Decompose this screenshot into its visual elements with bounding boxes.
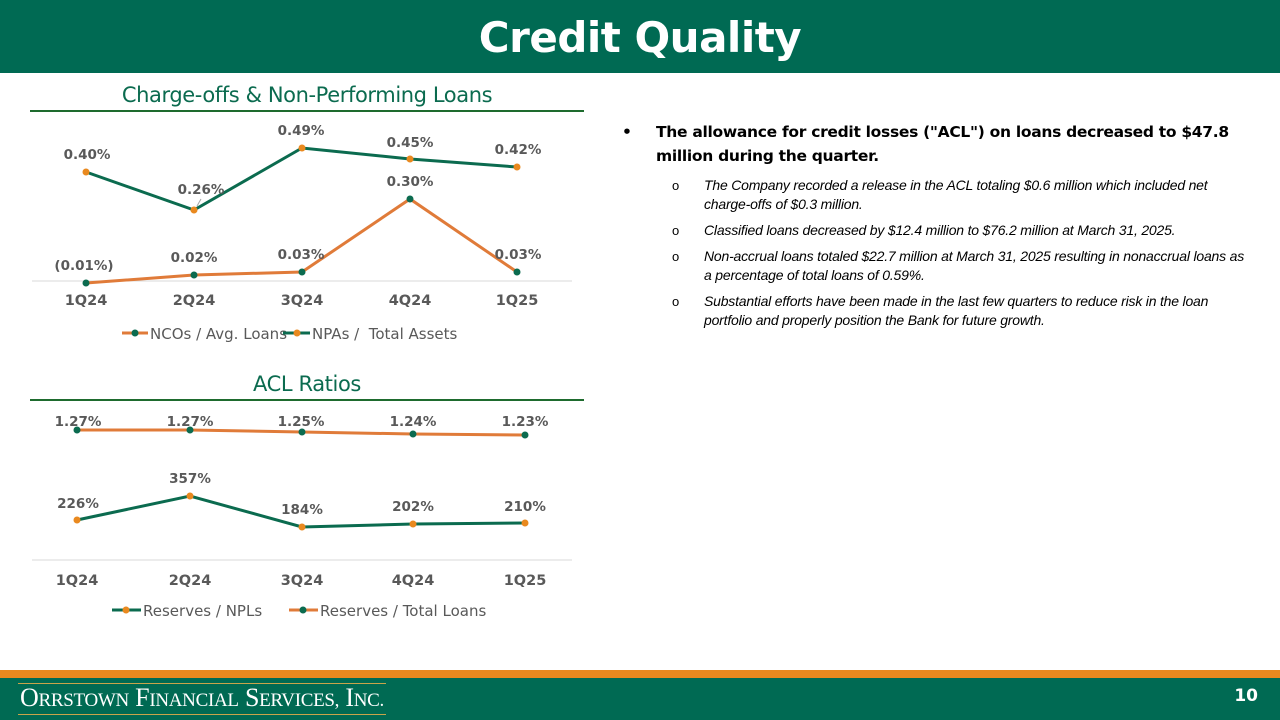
circle-bullet-icon: o xyxy=(672,223,680,238)
series-reserves-total-loans-markers xyxy=(73,426,529,439)
x-tick-label: 3Q24 xyxy=(281,573,324,589)
chart-title-rule xyxy=(30,110,584,112)
circle-bullet-icon: o xyxy=(672,249,680,264)
data-label: 1.25% xyxy=(278,414,325,430)
data-label-leader xyxy=(196,198,202,207)
legend-item-npas: NPAs / Total Assets xyxy=(283,325,458,343)
sub-bullet: o Substantial efforts have been made in … xyxy=(622,292,1252,330)
data-label: 1.24% xyxy=(390,414,437,430)
main-bullet-text: The allowance for credit losses ("ACL") … xyxy=(656,123,1229,165)
chart-acl-header: ACL Ratios xyxy=(30,369,584,401)
data-label: 357% xyxy=(169,471,211,487)
sub-bullet: o Classified loans decreased by $12.4 mi… xyxy=(622,221,1252,240)
data-label: 0.40% xyxy=(64,147,111,163)
bullet-icon: • xyxy=(622,123,632,141)
x-tick-label: 4Q24 xyxy=(392,573,435,589)
data-label: 202% xyxy=(392,499,434,515)
data-label: 0.03% xyxy=(278,247,325,263)
circle-bullet-icon: o xyxy=(672,294,680,309)
sub-bullet-text: Classified loans decreased by $12.4 mill… xyxy=(704,222,1176,238)
legend-item-ncos: NCOs / Avg. Loans xyxy=(122,325,287,343)
sub-bullet: o Non-accrual loans totaled $22.7 millio… xyxy=(622,247,1252,285)
legend-label: NCOs / Avg. Loans xyxy=(150,325,287,343)
legend-item-reserves-total-loans: Reserves / Total Loans xyxy=(289,602,486,620)
data-label: 226% xyxy=(57,496,99,512)
data-label: (0.01%) xyxy=(54,258,113,274)
legend-label: Reserves / NPLs xyxy=(143,602,262,620)
chart-title: ACL Ratios xyxy=(253,372,361,396)
data-label: 0.45% xyxy=(387,135,434,151)
sub-bullet-text: Non-accrual loans totaled $22.7 million … xyxy=(704,248,1244,283)
data-label: 1.23% xyxy=(502,414,549,430)
title-bar: Credit Quality xyxy=(0,0,1280,73)
sub-bullet-list: o The Company recorded a release in the … xyxy=(622,176,1252,330)
page-title: Credit Quality xyxy=(478,13,802,62)
data-label: 210% xyxy=(504,499,546,515)
sub-bullet-text: Substantial efforts have been made in th… xyxy=(704,293,1209,328)
data-label: 0.49% xyxy=(278,123,325,139)
chart-title: Charge-offs & Non-Performing Loans xyxy=(121,83,493,107)
circle-bullet-icon: o xyxy=(672,178,680,193)
main-bullet: • The allowance for credit losses ("ACL"… xyxy=(622,120,1252,168)
footer-accent-stripe xyxy=(0,670,1280,678)
data-label: 0.42% xyxy=(495,142,542,158)
chart-title-rule xyxy=(30,399,584,401)
commentary: • The allowance for credit losses ("ACL"… xyxy=(622,120,1252,337)
company-name: ORRSTOWN FINANCIAL SERVICES, INC. xyxy=(20,683,384,712)
legend-label: NPAs / Total Assets xyxy=(312,325,458,343)
data-label: 184% xyxy=(281,502,323,518)
sub-bullet: o The Company recorded a release in the … xyxy=(622,176,1252,214)
x-tick-label: 1Q25 xyxy=(496,293,539,309)
footer-bar xyxy=(0,678,1280,720)
data-label: 0.26% xyxy=(178,182,225,198)
data-label: 0.30% xyxy=(387,174,434,190)
x-tick-label: 2Q24 xyxy=(169,573,212,589)
data-label: 0.02% xyxy=(171,250,218,266)
data-label: 1.27% xyxy=(167,414,214,430)
x-tick-label: 1Q25 xyxy=(504,573,547,589)
series-reserves-npls-markers xyxy=(73,492,529,531)
x-tick-label: 1Q24 xyxy=(56,573,99,589)
data-label: 0.03% xyxy=(495,247,542,263)
x-tick-label: 3Q24 xyxy=(281,293,324,309)
x-tick-label: 1Q24 xyxy=(65,293,108,309)
x-tick-label: 2Q24 xyxy=(173,293,216,309)
legend-label: Reserves / Total Loans xyxy=(320,602,486,620)
x-tick-label: 4Q24 xyxy=(389,293,432,309)
page-number: 10 xyxy=(1234,686,1258,706)
series-ncos-markers xyxy=(82,195,521,287)
series-npas-markers xyxy=(82,144,521,214)
company-logo: ORRSTOWN FINANCIAL SERVICES, INC. xyxy=(18,683,386,715)
data-label: 1.27% xyxy=(55,414,102,430)
sub-bullet-text: The Company recorded a release in the AC… xyxy=(704,177,1208,212)
legend-item-reserves-npls: Reserves / NPLs xyxy=(112,602,262,620)
chart-charge-offs-header: Charge-offs & Non-Performing Loans xyxy=(30,80,584,112)
